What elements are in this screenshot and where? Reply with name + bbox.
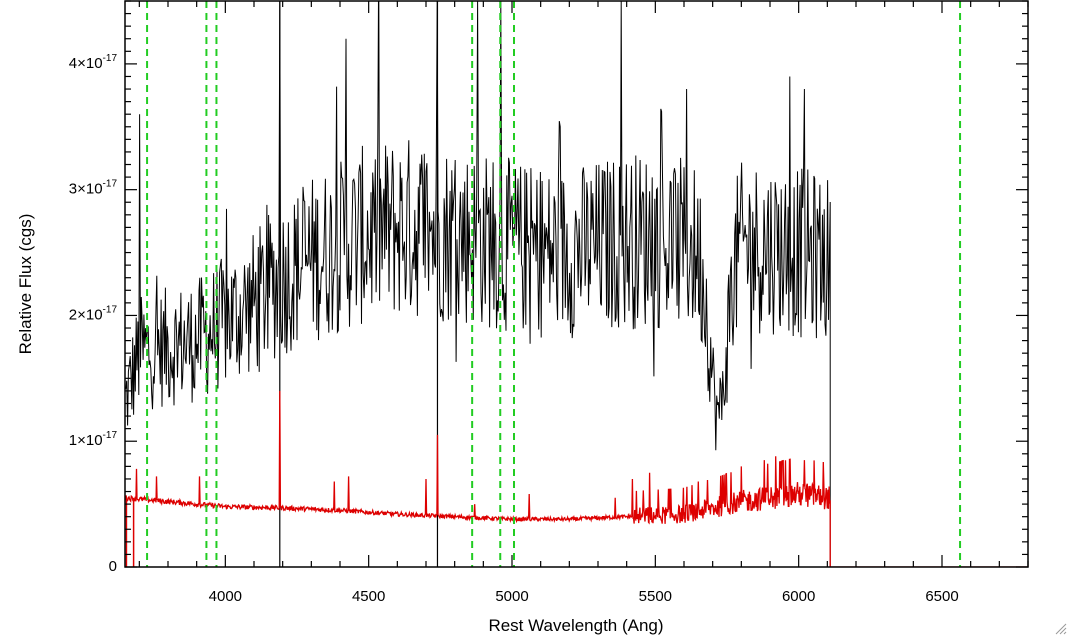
spectrum-series [125, 1, 831, 567]
x-axis-label: Rest Wavelength (Ang) [488, 616, 663, 635]
y-tick-label-0: 0 [109, 558, 117, 575]
x-tick-label-4000: 4000 [209, 588, 242, 605]
plot-area [125, 1, 1028, 567]
axis-ticks [125, 0, 1029, 568]
resize-grip-icon[interactable] [1053, 621, 1067, 635]
x-tick-label-5500: 5500 [639, 588, 672, 605]
x-tick-label-5000: 5000 [495, 588, 528, 605]
error-series [125, 390, 1028, 567]
x-tick-label-6000: 6000 [782, 588, 815, 605]
y-tick-label-3×10: 3×10-17 [69, 179, 118, 198]
y-tick-label-1×10: 1×10-17 [69, 430, 118, 449]
y-axis-label: Relative Flux (cgs) [16, 214, 35, 355]
plot-frame [124, 0, 1029, 568]
y-tick-label-2×10: 2×10-17 [69, 304, 118, 323]
x-tick-label-6500: 6500 [925, 588, 958, 605]
x-tick-label-4500: 4500 [352, 588, 385, 605]
y-tick-label-4×10: 4×10-17 [69, 53, 118, 72]
tick-labels: 4000 4500 5000 5500 6000 6500 0 1×10-17 2×10-17 3… [69, 53, 959, 605]
